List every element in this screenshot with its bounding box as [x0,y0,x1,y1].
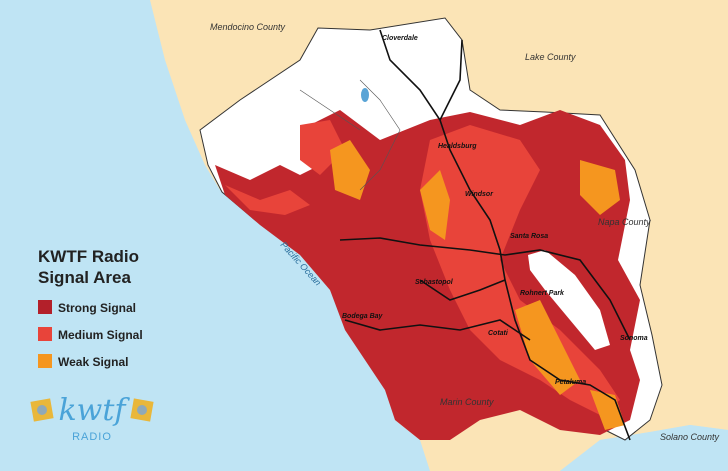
city-label: Bodega Bay [342,313,384,320]
legend-label: Medium Signal [58,328,143,342]
weak-signal-patch [580,160,620,215]
logo: kwtf RADIO [30,393,154,443]
city-label: Cloverdale [382,35,418,42]
medium-signal-area [420,125,620,415]
county-label: Marin County [440,397,494,407]
legend-swatch [38,300,52,314]
city-label: Windsor [465,191,494,198]
highway [419,279,506,301]
logo-speaker-cone [37,405,47,415]
county-label: Solano County [660,432,720,442]
weak-signal-patch [515,300,580,395]
city-label: Cotati [488,330,509,337]
county-label: Lake County [525,52,576,62]
title-line: Signal Area [38,268,131,287]
weak-signal-patch [590,390,625,430]
legend-swatch [38,327,52,341]
legend-swatch [38,354,52,368]
medium-signal-patch [225,185,310,215]
logo-tagline: RADIO [72,431,112,443]
county-label: Mendocino County [210,22,286,32]
highway [344,319,531,341]
lake [361,88,369,102]
legend-label: Weak Signal [58,355,128,369]
logo-name: kwtf [58,393,130,428]
logo-speaker-cone [137,405,147,415]
city-label: Healdsburg [438,143,477,150]
city-label: Sebastopol [415,279,454,286]
county-label: Napa County [598,217,651,227]
highway [439,39,463,121]
city-label: Rohnert Park [520,290,565,297]
weak-signal-patch [330,140,370,200]
city-label: Santa Rosa [510,233,548,240]
city-label: Petaluma [555,379,586,386]
highway [339,237,631,341]
legend-label: Strong Signal [58,301,136,315]
title-line: KWTF Radio [38,247,139,266]
valley [528,250,610,350]
city-label: Sonoma [620,335,648,342]
weak-signal-patch [420,170,450,240]
bay [560,425,728,471]
highway [379,29,631,441]
creek [299,79,401,191]
